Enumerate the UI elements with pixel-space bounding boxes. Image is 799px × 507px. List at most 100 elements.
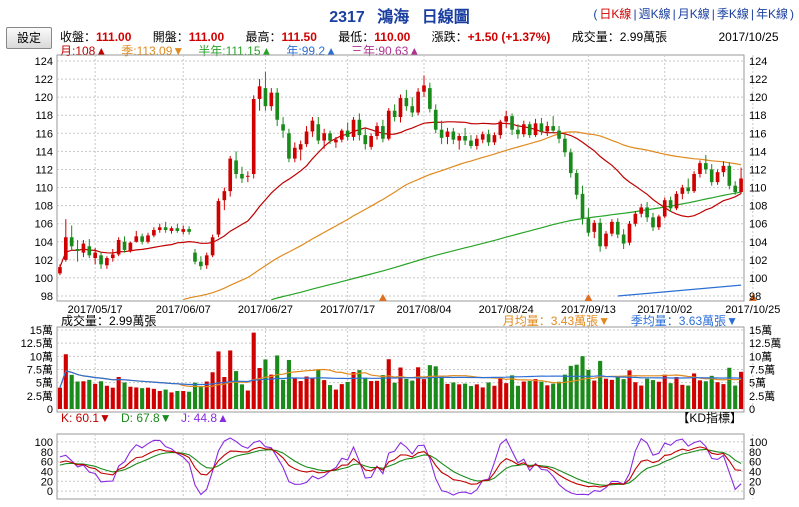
chart-name: 日線圖 [421,9,470,26]
volume-bar [269,374,274,409]
candle-body [639,207,644,214]
volume-bar [122,382,127,409]
volume-bar [187,391,192,409]
volume-bar [93,383,98,409]
candle-body [668,200,673,209]
volume-bar [116,377,121,409]
candle-body [510,116,514,130]
kd-ytick-right: 0 [749,486,755,498]
candle-body [240,173,244,179]
period-link-2[interactable]: 月K線 [677,7,710,21]
volume-bar [140,388,145,409]
ma-legend-item-2: 半年:111.15▲ [198,44,273,58]
volume-bar [327,385,333,409]
candle-body [246,175,250,177]
volume-bar [674,377,679,409]
volume-bar [239,384,245,409]
candle-body [586,218,591,233]
volume-ytick-right: 15萬 [749,324,772,337]
candle-body [345,130,350,137]
volume-bar [586,369,591,409]
high-label: 最高： [245,30,282,44]
candle-body [398,98,403,118]
candle-body [486,134,491,143]
volume-bar [281,379,286,409]
kd-ytick-left: 0 [47,486,53,498]
candle-body [527,124,532,136]
volume-bar [104,385,109,409]
candle-body [492,135,497,143]
candle-body [469,140,473,146]
settings-button[interactable]: 設定 [6,27,52,49]
volume-bar [374,380,380,409]
volume-month-avg-line [59,368,742,388]
price-ytick-left: 108 [35,201,53,213]
kd-ytick-left: 20 [41,476,53,488]
price-xtick: 2017/08/24 [479,304,534,316]
candle-body [234,160,238,174]
volume-bar [421,379,427,409]
candle-body [163,227,168,231]
volume-ytick-left: 5萬 [36,377,53,390]
volume-ytick-left: 12.5萬 [21,337,53,350]
page-title: 2317 鴻海 日線圖 [0,3,799,27]
volume-bar [298,381,303,409]
candle-body [199,261,203,267]
period-link-1[interactable]: 週K線 [638,7,671,21]
price-ytick-left: 122 [35,74,53,86]
candle-body [287,133,291,159]
volume-bar [463,383,468,409]
volume-bar [363,377,368,409]
candle-body [739,178,743,193]
period-selector: (日K線 | 週K線 | 月K線 | 季K線 | 年K線) [592,5,795,22]
change-label: 漲跌： [431,30,468,44]
volume-bar [680,384,685,409]
period-link-0[interactable]: 日K線 [599,7,632,21]
candle-body [375,126,379,137]
candle-body [381,126,385,139]
candle-body [392,110,397,118]
candle-body [322,133,326,141]
volume-bar [75,381,80,409]
ma-year-line [617,284,742,297]
price-ytick-left: 104 [35,237,53,249]
candle-body [422,85,426,92]
kd-k-line [59,446,742,488]
volume-bar [645,378,650,409]
price-ytick-left: 110 [35,183,53,195]
candle-body [580,193,585,219]
volume-bar [369,381,374,409]
candle-body [451,131,456,140]
price-ytick-right: 102 [749,255,767,267]
volume-bar [339,384,344,409]
period-link-3[interactable]: 季K線 [716,7,749,21]
period-link-4[interactable]: 年K線 [755,7,788,21]
volume-title: 成交量：2.99萬張 [61,313,156,328]
kd-ytick-left: 80 [41,447,53,459]
volume-bar [468,386,474,409]
price-xtick: 2017/10/02 [637,304,692,316]
candle-body [140,236,144,242]
volume-ytick-right: 10萬 [749,350,772,363]
candle-body [698,163,702,174]
kd-ytick-left: 60 [41,457,53,469]
event-marker [378,294,387,301]
candle-body [357,119,362,136]
volume-ytick-left: 10萬 [30,350,53,363]
candle-body [169,228,174,231]
volume-bar [204,381,209,409]
low-label: 最低： [338,30,375,44]
candle-body [433,109,438,130]
candle-body [363,135,368,145]
volume-ytick-right: 0 [749,404,755,416]
price-ytick-right: 100 [749,273,767,285]
volume-bar [445,383,450,409]
candle-body [533,123,538,136]
volume-bar [263,359,268,409]
price-xtick: 2017/09/13 [561,304,616,316]
volume-ytick-left: 7.5萬 [27,364,53,377]
period-separator: | [750,7,754,21]
kd-ytick-right: 40 [749,466,761,478]
volume-bar [404,378,409,409]
